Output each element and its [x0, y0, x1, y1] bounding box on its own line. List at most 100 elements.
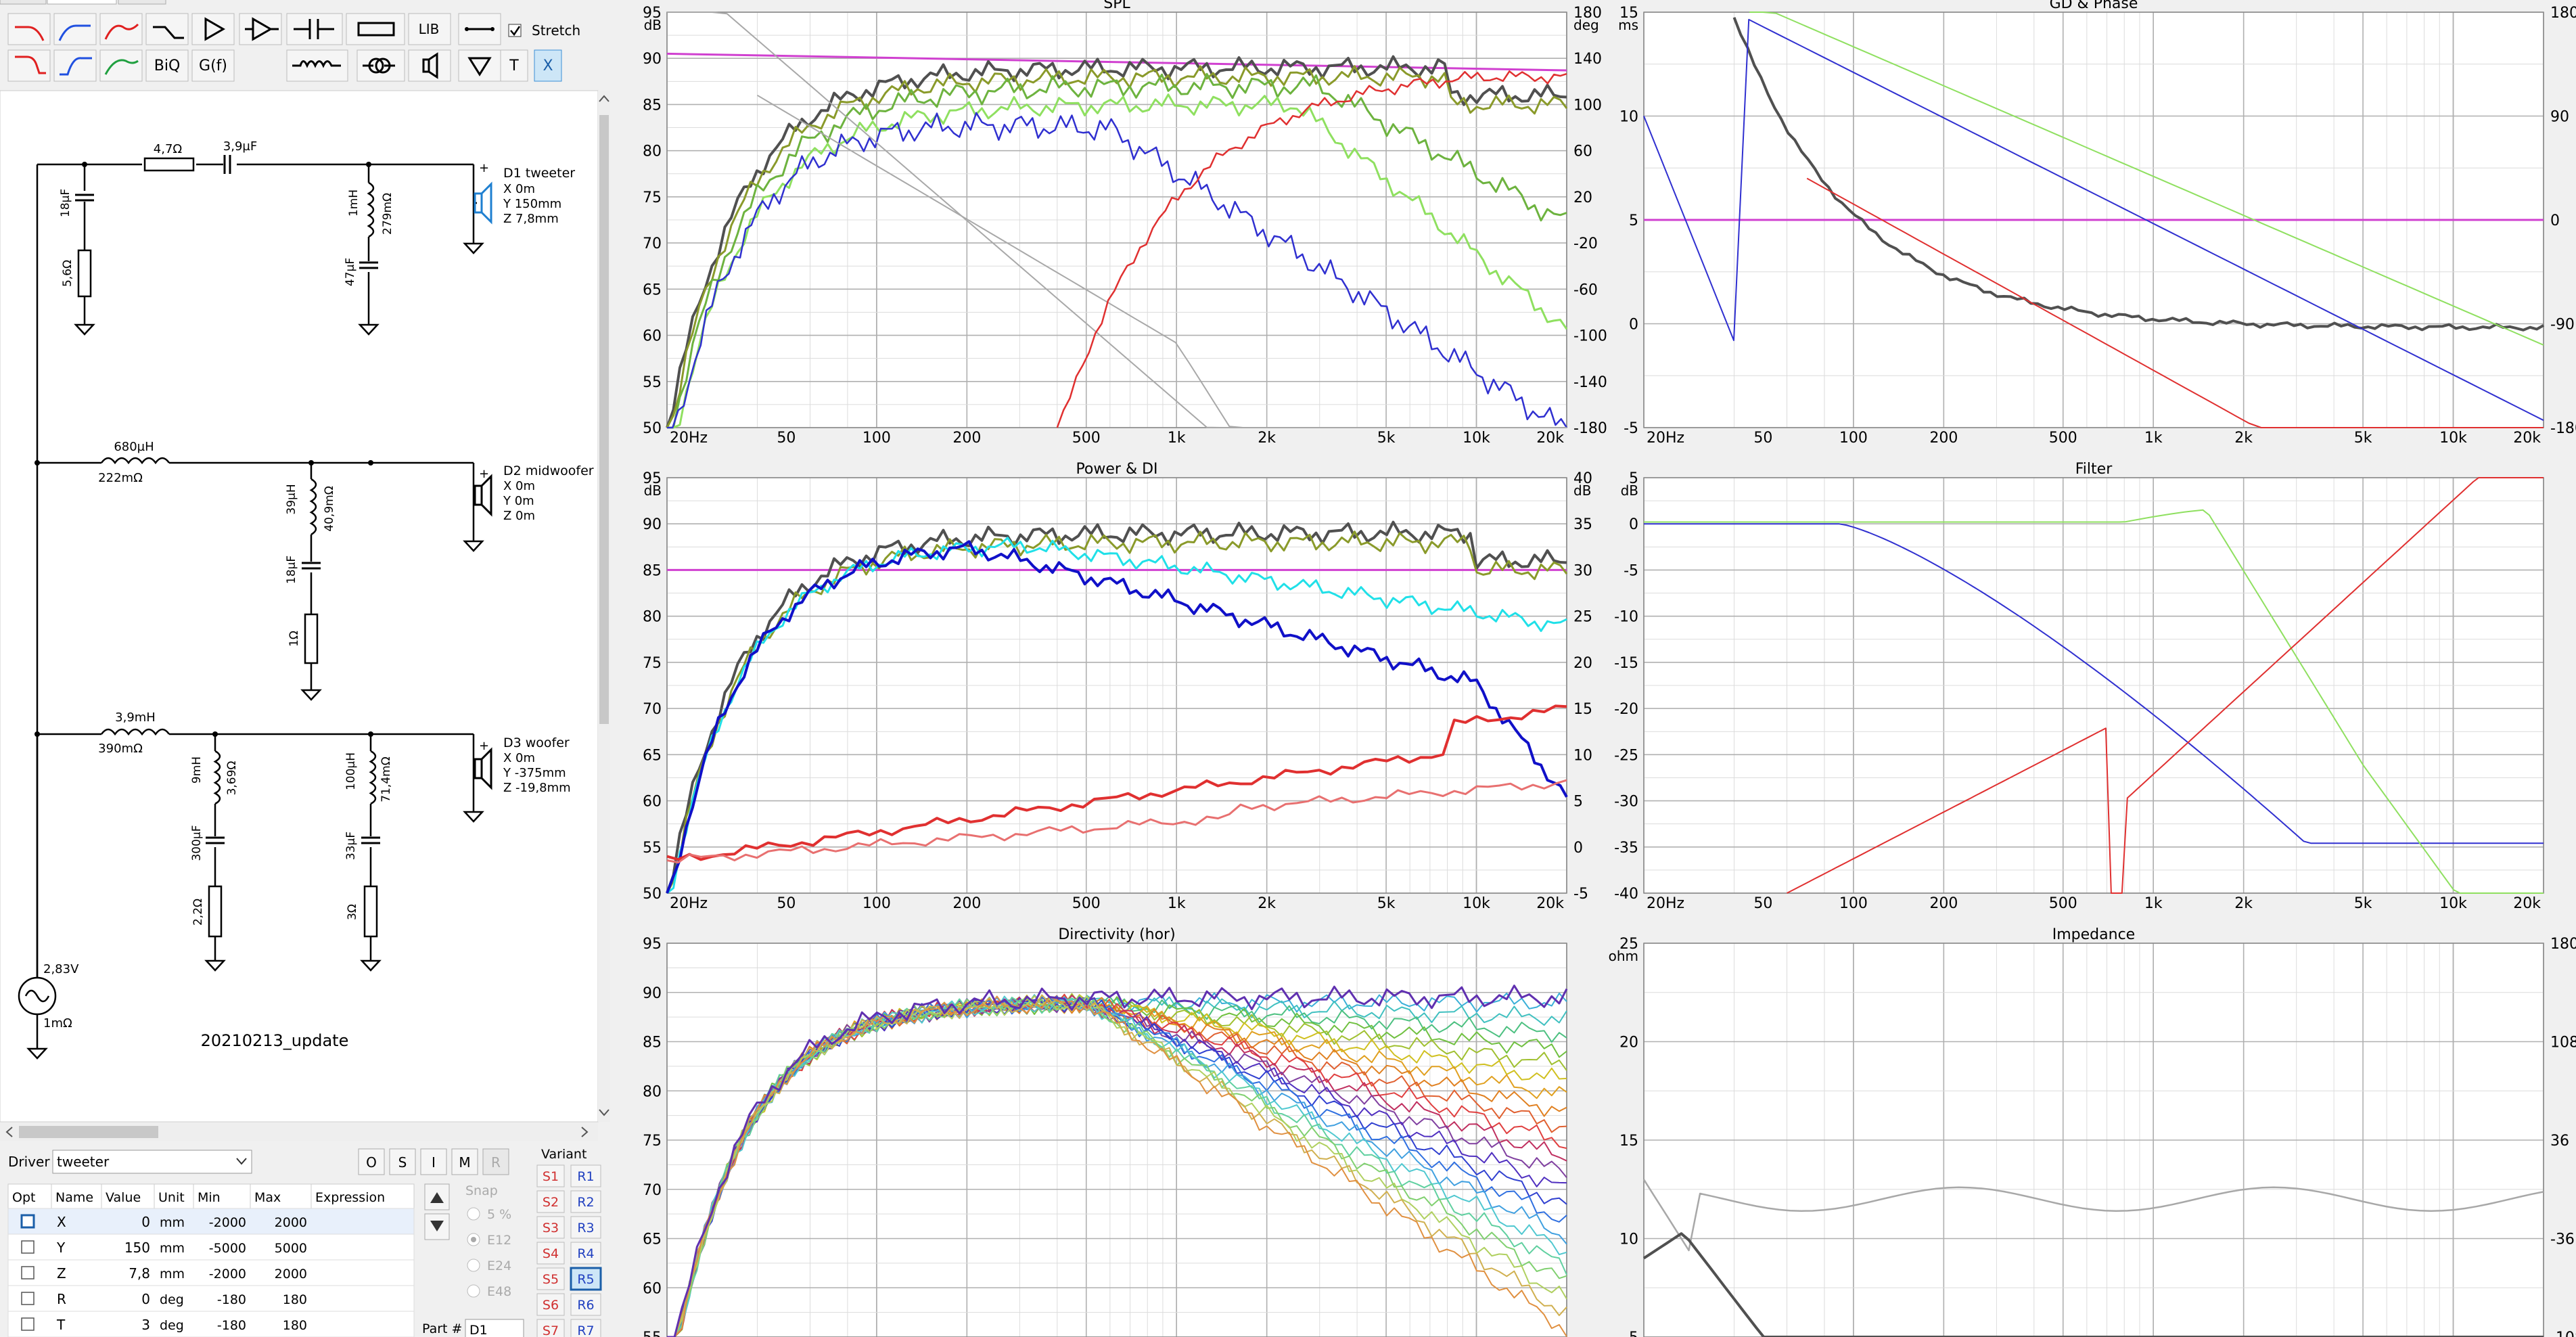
tweeter-shunt-resistor[interactable] — [77, 249, 92, 298]
vertical-scroll-thumb[interactable] — [599, 115, 609, 724]
driver-d2-midwoofer[interactable] — [474, 474, 492, 517]
variant-s5-button[interactable] — [536, 1267, 565, 1290]
driver-button-o[interactable] — [358, 1148, 385, 1175]
table-row[interactable]: Z 7,8 mm -2000 2000 — [7, 1259, 415, 1286]
driver-d3-woofer[interactable] — [474, 747, 492, 790]
woofer-notch1-resistor[interactable] — [208, 885, 223, 938]
table-header-unit: Unit — [158, 1190, 185, 1205]
woofer-notch1-inductor[interactable] — [213, 750, 221, 805]
variant-s3-button[interactable] — [536, 1216, 565, 1239]
toolbar-button-buffer[interactable] — [191, 13, 235, 45]
toolbar-button-lib[interactable] — [408, 13, 451, 45]
optimize-checkbox[interactable] — [21, 1292, 34, 1305]
midwoofer-shunt-capacitor[interactable] — [302, 562, 321, 570]
toolbar-button-hp2[interactable] — [53, 49, 97, 82]
tweeter-trap-inductor[interactable] — [367, 181, 375, 238]
param-max[interactable]: 2000 — [275, 1215, 307, 1230]
variant-s4-button[interactable] — [536, 1242, 565, 1265]
tab-crossover[interactable] — [47, 0, 117, 5]
schematic-canvas[interactable] — [0, 90, 599, 1123]
part-number-input[interactable] — [465, 1319, 524, 1337]
woofer-series-inductor-r-label: 390mΩ — [98, 742, 143, 756]
woofer-notch2-capacitor[interactable] — [361, 836, 380, 844]
optimize-checkbox[interactable] — [20, 1214, 35, 1229]
param-min[interactable]: -2000 — [209, 1215, 246, 1230]
woofer-notch1-capacitor[interactable] — [206, 836, 225, 844]
toolbar-button-gf[interactable] — [191, 49, 235, 82]
variant-r5-button[interactable] — [570, 1267, 602, 1291]
midwoofer-shunt-inductor[interactable] — [309, 478, 317, 536]
variant-r7-button[interactable] — [570, 1319, 601, 1337]
driver-button-i[interactable] — [420, 1148, 447, 1175]
param-min[interactable]: -5000 — [209, 1241, 246, 1256]
snap-radio-0[interactable] — [467, 1207, 480, 1221]
variant-r6-button[interactable] — [570, 1293, 601, 1316]
y2-tick-label: 180 — [2550, 5, 2576, 22]
woofer-notch2-resistor[interactable] — [363, 885, 378, 938]
param-min[interactable]: -180 — [217, 1292, 246, 1307]
y2-unit-label: dB — [1573, 482, 1591, 499]
driver-button-s[interactable] — [389, 1148, 416, 1175]
variant-r1-button[interactable] — [570, 1164, 601, 1187]
table-row[interactable]: Y 150 mm -5000 5000 — [7, 1233, 415, 1261]
midwoofer-series-inductor[interactable] — [100, 457, 170, 465]
graph-impedance[interactable]: Impedance 25 20 15 10 5 ohm 180 108 36 -36 -108 — [1609, 926, 2576, 1337]
tab-room[interactable] — [118, 0, 166, 5]
driver-button-r[interactable] — [482, 1148, 509, 1175]
toolbar-button-bp[interactable] — [99, 13, 143, 45]
param-value[interactable]: 0 — [141, 1291, 150, 1307]
variant-r3-button[interactable] — [570, 1216, 601, 1239]
param-value[interactable]: 3 — [141, 1317, 150, 1333]
toolbar-button-ground[interactable] — [458, 49, 501, 82]
toolbar-button-bp2[interactable] — [99, 49, 143, 82]
graph-power-di[interactable]: Power & DI95908580757065605550dB40353025… — [643, 461, 1592, 912]
tweeter-series-resistor[interactable] — [143, 157, 195, 172]
snap-radio-2[interactable] — [467, 1259, 480, 1272]
toolbar-button-res[interactable] — [346, 13, 405, 45]
variant-r4-button[interactable] — [570, 1242, 601, 1265]
tweeter-series-capacitor[interactable] — [223, 155, 231, 174]
y2-tick-label: -36 — [2550, 1231, 2575, 1248]
graph-directivity-hor-[interactable]: Directivity (hor) 95 90 85 80 75 70 65 60 55 — [643, 926, 1568, 1337]
param-value[interactable]: 150 — [124, 1240, 150, 1256]
param-max[interactable]: 5000 — [275, 1241, 307, 1256]
tweeter-trap-capacitor[interactable] — [359, 261, 378, 269]
param-max[interactable]: 180 — [283, 1318, 307, 1333]
param-max[interactable]: 2000 — [275, 1267, 307, 1282]
snap-label: Snap — [465, 1183, 498, 1198]
woofer-notch2-inductor[interactable] — [369, 750, 377, 805]
tab-drivers[interactable] — [0, 0, 47, 5]
woofer-series-inductor[interactable] — [100, 728, 170, 736]
variant-s6-button[interactable] — [536, 1293, 565, 1316]
variant-s6-label: S6 — [543, 1298, 559, 1313]
toolbar-button-biq[interactable] — [145, 49, 189, 82]
driver-d1-tweeter[interactable] — [474, 181, 492, 225]
toolbar-button-t[interactable] — [500, 49, 528, 82]
variant-s2-button[interactable] — [536, 1190, 565, 1213]
variant-s7-button[interactable] — [536, 1319, 565, 1337]
param-value[interactable]: 0 — [141, 1214, 150, 1230]
snap-radio-3[interactable] — [467, 1284, 480, 1298]
table-row[interactable]: X 0 mm -2000 2000 — [7, 1208, 415, 1235]
optimize-checkbox[interactable] — [21, 1240, 34, 1254]
toolbar-button-x[interactable] — [534, 49, 562, 82]
table-row[interactable]: R 0 deg -180 180 — [7, 1285, 415, 1312]
driver-button-m[interactable] — [451, 1148, 478, 1175]
param-min[interactable]: -2000 — [209, 1267, 246, 1282]
param-max[interactable]: 180 — [283, 1292, 307, 1307]
graph-spl[interactable]: SPL 95 90 85 80 75 70 65 60 55 50 dB 180 140 100 60 20 -2… — [643, 0, 1607, 447]
driver-select[interactable] — [52, 1150, 252, 1174]
param-min[interactable]: -180 — [217, 1318, 246, 1333]
optimize-checkbox[interactable] — [21, 1266, 34, 1279]
table-row[interactable]: T 3 deg -180 180 — [7, 1311, 415, 1337]
midwoofer-shunt-resistor[interactable] — [304, 613, 319, 664]
variant-r2-button[interactable] — [570, 1190, 601, 1213]
toolbar-button-lp2[interactable] — [7, 49, 51, 82]
optimize-checkbox[interactable] — [21, 1317, 34, 1331]
variant-s1-button[interactable] — [536, 1164, 565, 1187]
tweeter-shunt-capacitor[interactable] — [75, 194, 94, 202]
graph-gd-phase[interactable]: GD & Phase151050-5ms180900-90-18020Hz501… — [1618, 0, 2576, 447]
horizontal-scroll-thumb[interactable] — [19, 1126, 158, 1138]
param-value[interactable]: 7,8 — [129, 1265, 150, 1282]
